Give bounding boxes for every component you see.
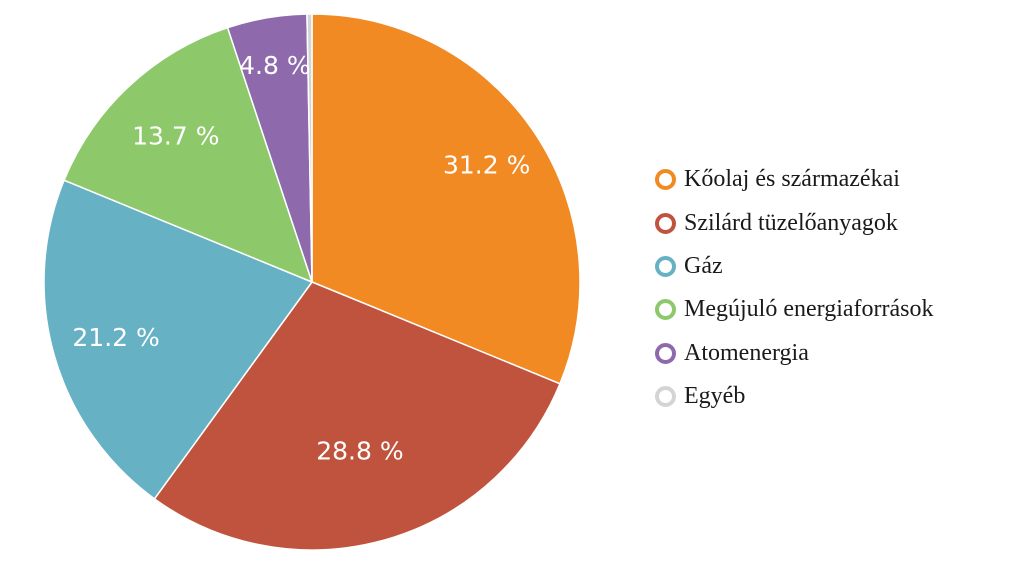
- pie-chart: 31.2 % 28.8 % 21.2 % 13.7 % 4.8 %: [43, 13, 581, 551]
- legend-marker-icon: [655, 255, 676, 277]
- legend-marker-icon: [655, 342, 676, 364]
- legend-item-megujulo-energiaforrasok: Megújuló energiaforrások: [655, 288, 933, 331]
- pie-slice-gaz: [43, 179, 314, 500]
- legend-label: Gáz: [684, 252, 723, 279]
- pie-slice-koolaj-es-szarmazekai: [311, 13, 581, 385]
- slice-label-szilard-tuzeloanyagok: 28.8 %: [316, 436, 403, 465]
- slice-label-gaz: 21.2 %: [72, 323, 159, 352]
- legend-item-szilard-tuzeloanyagok: Szilárd tüzelőanyagok: [655, 201, 933, 244]
- legend-label: Szilárd tüzelőanyagok: [684, 209, 898, 236]
- slice-label-atomenergia: 4.8 %: [239, 51, 310, 80]
- legend: Kőolaj és származékai Szilárd tüzelőanyag…: [655, 158, 933, 418]
- pie-slice-egyeb: [306, 13, 313, 283]
- legend-label: Egyéb: [684, 383, 746, 410]
- legend-label: Megújuló energiaforrások: [684, 296, 934, 323]
- legend-marker-icon: [655, 212, 676, 234]
- legend-item-egyeb: Egyéb: [655, 375, 933, 418]
- legend-item-koolaj-es-szarmazekai: Kőolaj és származékai: [655, 158, 933, 201]
- legend-label: Kőolaj és származékai: [684, 166, 900, 193]
- legend-marker-icon: [655, 169, 676, 191]
- pie-slice-megujulo-energiaforrasok: [63, 26, 314, 284]
- legend-marker-icon: [655, 299, 676, 321]
- legend-label: Atomenergia: [684, 339, 809, 366]
- slice-label-koolaj-es-szarmazekai: 31.2 %: [443, 150, 530, 179]
- legend-marker-icon: [655, 386, 676, 408]
- pie-slice-szilard-tuzeloanyagok: [153, 281, 561, 551]
- legend-item-atomenergia: Atomenergia: [655, 332, 933, 375]
- slice-label-megujulo-energiaforrasok: 13.7 %: [132, 122, 219, 151]
- legend-item-gaz: Gáz: [655, 245, 933, 288]
